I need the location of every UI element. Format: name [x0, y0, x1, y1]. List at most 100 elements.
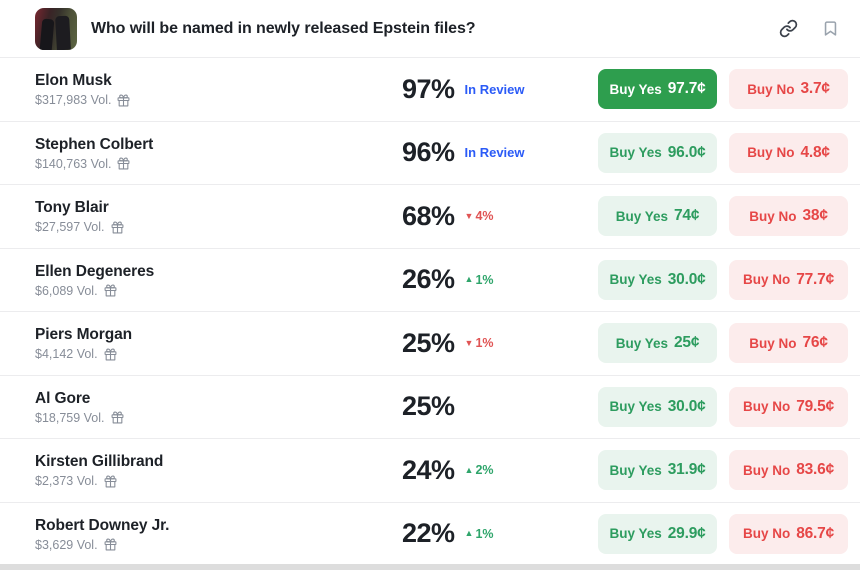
outcome-row[interactable]: Kirsten Gillibrand $2,373 Vol. 24%	[0, 439, 860, 503]
outcome-info: Ellen Degeneres $6,089 Vol.	[35, 262, 402, 298]
outcome-name: Piers Morgan	[35, 326, 132, 344]
outcome-name: Elon Musk	[35, 72, 112, 90]
outcome-volume: $18,759 Vol.	[35, 410, 105, 425]
bottom-divider	[0, 564, 860, 570]
outcome-odds: 22% ▲ 1%	[402, 518, 588, 549]
outcome-info: Al Gore $18,759 Vol.	[35, 389, 402, 425]
outcome-percent: 26%	[402, 264, 455, 295]
buy-yes-button[interactable]: Buy Yes 30.0¢	[598, 259, 717, 300]
outcome-info: Kirsten Gillibrand $2,373 Vol.	[35, 452, 402, 488]
outcome-row[interactable]: Robert Downey Jr. $3,629 Vol. 22% ▲	[0, 502, 860, 566]
gift-icon[interactable]	[104, 475, 117, 488]
outcome-info: Robert Downey Jr. $3,629 Vol.	[35, 516, 402, 552]
outcome-row[interactable]: Ellen Degeneres $6,089 Vol. 26% ▲	[0, 248, 860, 312]
outcome-name: Kirsten Gillibrand	[35, 453, 164, 471]
trade-buttons: Buy Yes 30.0¢ Buy No 79.5¢	[588, 386, 848, 427]
outcomes-list: Elon Musk $317,983 Vol. 97% In Review	[0, 58, 860, 566]
outcome-volume: $3,629 Vol.	[35, 537, 98, 552]
change-value: 1%	[475, 336, 494, 351]
outcome-volume: $6,089 Vol.	[35, 283, 98, 298]
outcome-percent: 25%	[402, 391, 455, 422]
market-title: Who will be named in newly released Epst…	[91, 19, 476, 37]
outcome-percent: 96%	[402, 137, 455, 168]
change-value: 2%	[475, 463, 494, 478]
change-indicator: ▲ 1%	[465, 273, 494, 287]
buy-no-button[interactable]: Buy No 38¢	[729, 196, 848, 237]
outcome-volume-line: $2,373 Vol.	[35, 474, 402, 488]
bookmark-icon[interactable]	[822, 20, 839, 37]
outcome-volume-line: $3,629 Vol.	[35, 538, 402, 552]
outcome-percent: 97%	[402, 73, 455, 104]
change-indicator: ▲ 2%	[465, 463, 494, 477]
outcome-odds: 68% ▼ 4%	[402, 201, 588, 232]
outcome-name: Al Gore	[35, 389, 91, 407]
buy-yes-button[interactable]: Buy Yes 29.9¢	[598, 513, 717, 554]
outcome-percent: 24%	[402, 454, 455, 485]
outcome-row[interactable]: Elon Musk $317,983 Vol. 97% In Review	[0, 58, 860, 122]
buy-no-button[interactable]: Buy No 83.6¢	[729, 450, 848, 491]
outcome-odds: 25% ▼ 1%	[402, 328, 588, 359]
buy-yes-button[interactable]: Buy Yes 97.7¢	[598, 69, 717, 110]
change-indicator: ▲ 1%	[465, 527, 494, 541]
outcome-volume-line: $27,597 Vol.	[35, 220, 402, 234]
outcome-volume-line: $4,142 Vol.	[35, 347, 402, 361]
buy-yes-button[interactable]: Buy Yes 30.0¢	[598, 386, 717, 427]
gift-icon[interactable]	[104, 284, 117, 297]
buy-no-button[interactable]: Buy No 86.7¢	[729, 513, 848, 554]
outcome-volume-line: $140,763 Vol.	[35, 157, 402, 171]
outcome-info: Stephen Colbert $140,763 Vol.	[35, 135, 402, 171]
header-actions	[779, 19, 839, 38]
buy-no-button[interactable]: Buy No 3.7¢	[729, 69, 848, 110]
outcome-odds: 26% ▲ 1%	[402, 264, 588, 295]
change-indicator: ▼ 4%	[465, 209, 494, 223]
trade-buttons: Buy Yes 74¢ Buy No 38¢	[588, 196, 848, 237]
outcome-info: Piers Morgan $4,142 Vol.	[35, 325, 402, 361]
gift-icon[interactable]	[117, 157, 130, 170]
outcome-row[interactable]: Stephen Colbert $140,763 Vol. 96% In Rev…	[0, 121, 860, 185]
outcome-odds: 96% In Review	[402, 137, 588, 168]
gift-icon[interactable]	[111, 411, 124, 424]
outcome-row[interactable]: Piers Morgan $4,142 Vol. 25% ▼	[0, 312, 860, 376]
buy-no-button[interactable]: Buy No 77.7¢	[729, 259, 848, 300]
in-review-badge: In Review	[464, 81, 525, 97]
buy-yes-button[interactable]: Buy Yes 96.0¢	[598, 132, 717, 173]
outcome-info: Tony Blair $27,597 Vol.	[35, 198, 402, 234]
buy-no-button[interactable]: Buy No 4.8¢	[729, 132, 848, 173]
change-arrow-icon: ▲	[464, 464, 474, 475]
outcome-volume: $27,597 Vol.	[35, 220, 105, 235]
buy-yes-button[interactable]: Buy Yes 31.9¢	[598, 450, 717, 491]
outcome-row[interactable]: Tony Blair $27,597 Vol. 68% ▼	[0, 185, 860, 249]
outcome-volume: $4,142 Vol.	[35, 347, 98, 362]
buy-no-button[interactable]: Buy No 79.5¢	[729, 386, 848, 427]
change-arrow-icon: ▼	[464, 337, 474, 348]
change-indicator: ▼ 1%	[465, 336, 494, 350]
outcome-volume-line: $6,089 Vol.	[35, 284, 402, 298]
change-value: 1%	[475, 272, 494, 287]
outcome-name: Stephen Colbert	[35, 135, 154, 153]
in-review-badge: In Review	[464, 145, 525, 161]
trade-buttons: Buy Yes 30.0¢ Buy No 77.7¢	[588, 259, 848, 300]
link-icon[interactable]	[779, 19, 798, 38]
outcome-name: Ellen Degeneres	[35, 262, 155, 280]
change-arrow-icon: ▼	[464, 210, 474, 221]
trade-buttons: Buy Yes 96.0¢ Buy No 4.8¢	[588, 132, 848, 173]
market-thumbnail[interactable]	[35, 7, 77, 50]
gift-icon[interactable]	[111, 221, 124, 234]
buy-no-button[interactable]: Buy No 76¢	[729, 323, 848, 364]
outcome-percent: 68%	[402, 200, 455, 231]
buy-yes-button[interactable]: Buy Yes 74¢	[598, 196, 717, 237]
trade-buttons: Buy Yes 29.9¢ Buy No 86.7¢	[588, 513, 848, 554]
buy-yes-button[interactable]: Buy Yes 25¢	[598, 323, 717, 364]
gift-icon[interactable]	[117, 94, 130, 107]
gift-icon[interactable]	[104, 538, 117, 551]
change-arrow-icon: ▲	[464, 528, 474, 539]
outcome-row[interactable]: Al Gore $18,759 Vol. 25%	[0, 375, 860, 439]
outcome-name: Tony Blair	[35, 199, 109, 217]
outcome-volume-line: $317,983 Vol.	[35, 93, 402, 107]
gift-icon[interactable]	[104, 348, 117, 361]
outcome-odds: 97% In Review	[402, 74, 588, 105]
outcome-percent: 25%	[402, 327, 455, 358]
outcome-info: Elon Musk $317,983 Vol.	[35, 71, 402, 107]
trade-buttons: Buy Yes 25¢ Buy No 76¢	[588, 323, 848, 364]
outcome-volume: $140,763 Vol.	[35, 156, 112, 171]
